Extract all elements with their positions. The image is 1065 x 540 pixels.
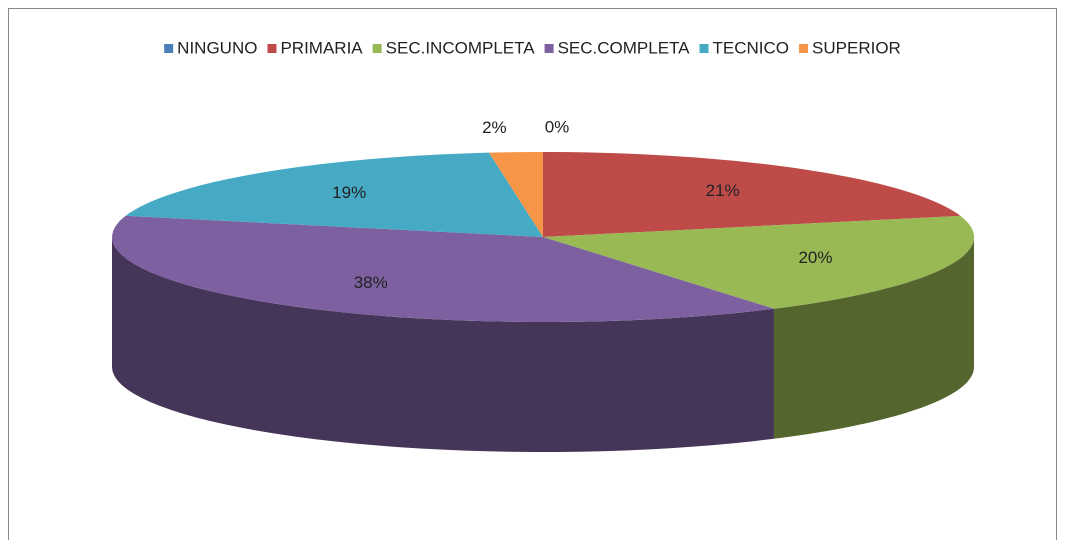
legend-label: NINGUNO: [177, 38, 257, 57]
legend-label: SEC.COMPLETA: [558, 38, 691, 57]
slice: [543, 152, 961, 237]
data-label: 21%: [706, 181, 740, 200]
legend-label: SEC.INCOMPLETA: [386, 38, 536, 57]
legend-swatch: [799, 44, 809, 53]
data-label: 38%: [354, 273, 388, 292]
legend-swatch: [164, 44, 174, 53]
legend-label: PRIMARIA: [280, 38, 363, 57]
slice: [125, 152, 544, 237]
legend-label: SUPERIOR: [812, 38, 901, 57]
data-label: 19%: [332, 183, 366, 202]
legend-swatch: [544, 44, 554, 53]
legend-swatch: [372, 44, 382, 53]
chart-frame: [8, 8, 1057, 540]
slice-side: [773, 237, 974, 439]
slice: [543, 215, 974, 309]
legend-label: TECNICO: [713, 38, 790, 57]
data-label: 20%: [798, 248, 832, 267]
legend-swatch: [267, 44, 277, 53]
slice: [112, 215, 774, 322]
slice: [488, 152, 543, 237]
slice-side: [112, 237, 774, 452]
data-label: 0%: [545, 118, 570, 137]
legend-swatch: [699, 44, 709, 53]
data-label: 2%: [482, 118, 507, 137]
